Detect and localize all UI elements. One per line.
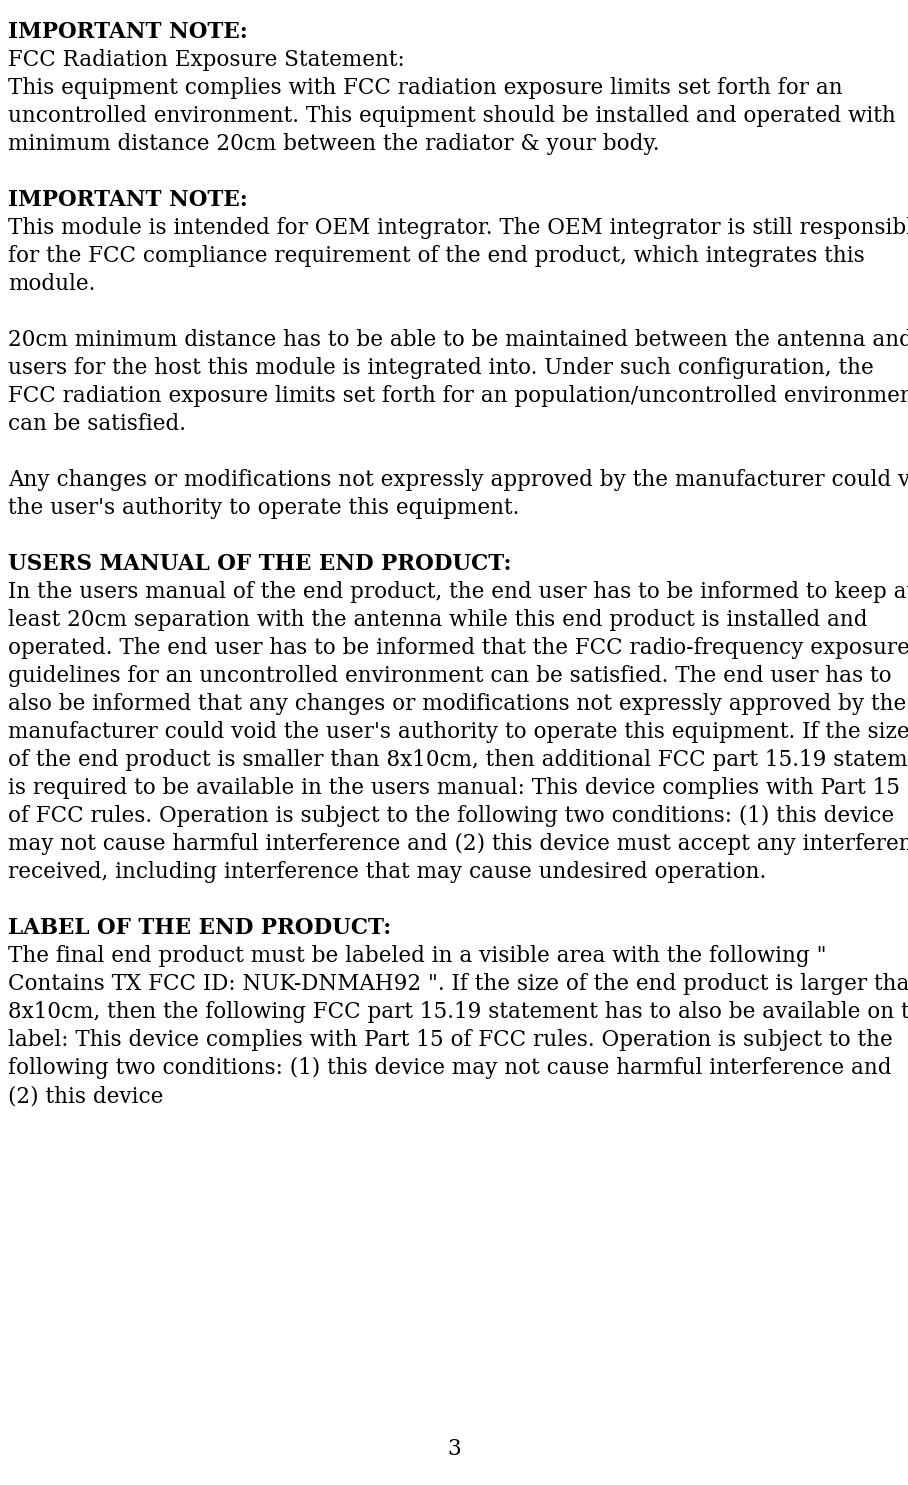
Text: This module is intended for OEM integrator. The OEM integrator is still responsi: This module is intended for OEM integrat… bbox=[8, 217, 908, 239]
Text: also be informed that any changes or modifications not expressly approved by the: also be informed that any changes or mod… bbox=[8, 693, 906, 714]
Text: the user's authority to operate this equipment.: the user's authority to operate this equ… bbox=[8, 497, 519, 518]
Text: LABEL OF THE END PRODUCT:: LABEL OF THE END PRODUCT: bbox=[8, 918, 391, 939]
Text: of the end product is smaller than 8x10cm, then additional FCC part 15.19 statem: of the end product is smaller than 8x10c… bbox=[8, 748, 908, 771]
Text: users for the host this module is integrated into. Under such configuration, the: users for the host this module is integr… bbox=[8, 356, 873, 379]
Text: The final end product must be labeled in a visible area with the following ": The final end product must be labeled in… bbox=[8, 944, 826, 967]
Text: FCC radiation exposure limits set forth for an population/uncontrolled environme: FCC radiation exposure limits set forth … bbox=[8, 385, 908, 407]
Text: 3: 3 bbox=[447, 1437, 461, 1460]
Text: minimum distance 20cm between the radiator & your body.: minimum distance 20cm between the radiat… bbox=[8, 134, 659, 154]
Text: IMPORTANT NOTE:: IMPORTANT NOTE: bbox=[8, 189, 248, 211]
Text: can be satisfied.: can be satisfied. bbox=[8, 413, 186, 435]
Text: IMPORTANT NOTE:: IMPORTANT NOTE: bbox=[8, 21, 248, 43]
Text: may not cause harmful interference and (2) this device must accept any interfere: may not cause harmful interference and (… bbox=[8, 833, 908, 855]
Text: label: This device complies with Part 15 of FCC rules. Operation is subject to t: label: This device complies with Part 15… bbox=[8, 1029, 893, 1051]
Text: received, including interference that may cause undesired operation.: received, including interference that ma… bbox=[8, 861, 766, 884]
Text: is required to be available in the users manual: This device complies with Part : is required to be available in the users… bbox=[8, 777, 900, 799]
Text: 8x10cm, then the following FCC part 15.19 statement has to also be available on : 8x10cm, then the following FCC part 15.1… bbox=[8, 1001, 908, 1023]
Text: least 20cm separation with the antenna while this end product is installed and: least 20cm separation with the antenna w… bbox=[8, 609, 867, 631]
Text: This equipment complies with FCC radiation exposure limits set forth for an: This equipment complies with FCC radiati… bbox=[8, 77, 843, 99]
Text: Contains TX FCC ID: NUK-DNMAH92 ". If the size of the end product is larger than: Contains TX FCC ID: NUK-DNMAH92 ". If th… bbox=[8, 973, 908, 995]
Text: following two conditions: (1) this device may not cause harmful interference and: following two conditions: (1) this devic… bbox=[8, 1057, 892, 1080]
Text: guidelines for an uncontrolled environment can be satisfied. The end user has to: guidelines for an uncontrolled environme… bbox=[8, 665, 892, 688]
Text: module.: module. bbox=[8, 273, 95, 296]
Text: (2) this device: (2) this device bbox=[8, 1086, 163, 1106]
Text: operated. The end user has to be informed that the FCC radio-frequency exposure: operated. The end user has to be informe… bbox=[8, 637, 908, 659]
Text: for the FCC compliance requirement of the end product, which integrates this: for the FCC compliance requirement of th… bbox=[8, 245, 864, 267]
Text: USERS MANUAL OF THE END PRODUCT:: USERS MANUAL OF THE END PRODUCT: bbox=[8, 552, 511, 575]
Text: FCC Radiation Exposure Statement:: FCC Radiation Exposure Statement: bbox=[8, 49, 405, 71]
Text: Any changes or modifications not expressly approved by the manufacturer could vo: Any changes or modifications not express… bbox=[8, 469, 908, 492]
Text: 20cm minimum distance has to be able to be maintained between the antenna and th: 20cm minimum distance has to be able to … bbox=[8, 330, 908, 350]
Text: In the users manual of the end product, the end user has to be informed to keep : In the users manual of the end product, … bbox=[8, 581, 908, 603]
Text: manufacturer could void the user's authority to operate this equipment. If the s: manufacturer could void the user's autho… bbox=[8, 722, 908, 742]
Text: uncontrolled environment. This equipment should be installed and operated with: uncontrolled environment. This equipment… bbox=[8, 105, 896, 128]
Text: of FCC rules. Operation is subject to the following two conditions: (1) this dev: of FCC rules. Operation is subject to th… bbox=[8, 805, 894, 827]
